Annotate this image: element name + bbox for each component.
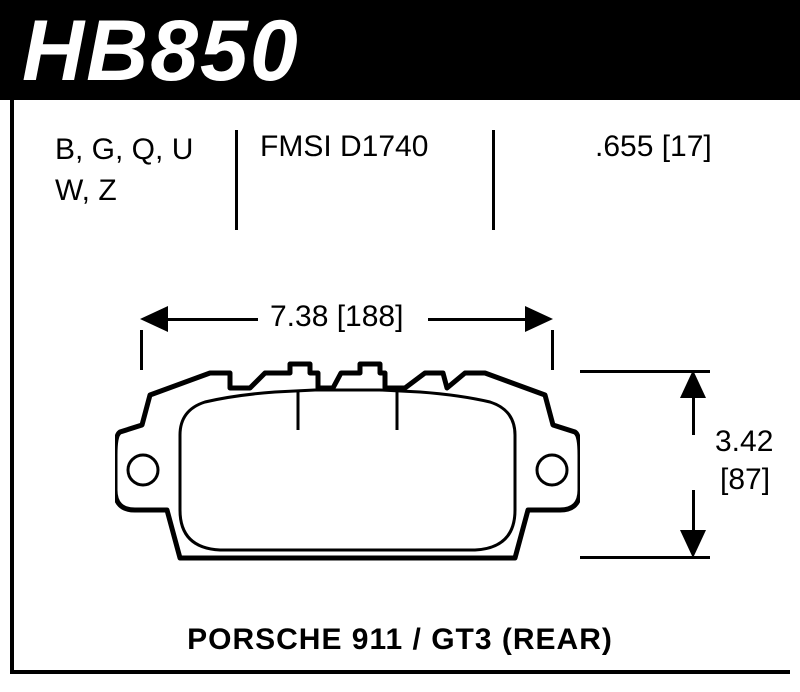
application-text: PORSCHE 911 / GT3 (REAR) (0, 623, 800, 657)
height-line-bottom (692, 490, 695, 535)
compounds-line2: W, Z (55, 171, 193, 212)
compounds-list: B, G, Q, U W, Z (55, 130, 193, 211)
width-line-left (160, 318, 258, 321)
fmsi-code: FMSI D1740 (260, 130, 428, 164)
frame-left (10, 100, 14, 672)
separator-2 (492, 130, 495, 230)
width-line-right (428, 318, 533, 321)
height-label-mm: [87] (720, 463, 770, 497)
frame-bottom (10, 670, 790, 674)
width-label: 7.38 [188] (270, 300, 403, 334)
part-number: HB850 (22, 2, 300, 101)
height-arrow-up (680, 370, 706, 398)
thickness-value: .655 [17] (595, 130, 712, 164)
width-arrow-right (525, 306, 553, 332)
brake-pad-drawing (115, 360, 580, 570)
separator-1 (235, 130, 238, 230)
height-line-top (692, 395, 695, 435)
height-arrow-down (680, 530, 706, 558)
compounds-line1: B, G, Q, U (55, 130, 193, 171)
height-label-in: 3.42 (715, 425, 773, 459)
